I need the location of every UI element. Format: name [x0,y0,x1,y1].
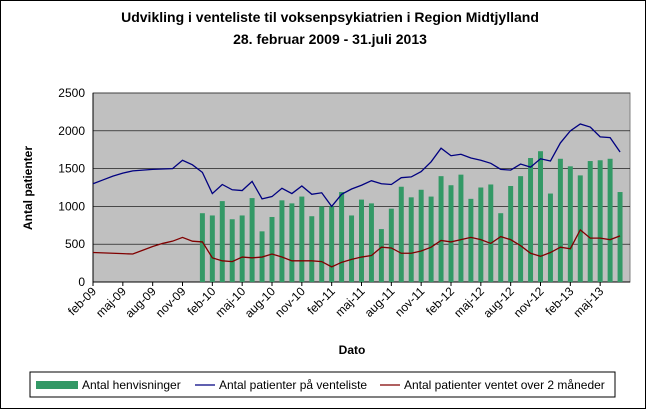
bar [607,158,613,282]
bar [498,213,504,282]
bar [617,192,623,282]
bar [398,186,404,282]
legend [29,371,616,398]
bar [209,215,215,282]
y-axis-title: Antal patienter [21,146,35,230]
y-tick-label: 2000 [58,124,85,138]
bar [408,197,414,282]
x-axis-title: Dato [339,343,366,357]
legend-label: Antal patienter ventet over 2 måneder [404,378,605,392]
bar [339,192,345,282]
y-tick-label: 0 [78,275,85,289]
bar [388,208,394,282]
y-tick-label: 1000 [58,199,85,213]
legend-swatch [36,381,78,389]
bar [567,166,573,282]
bar [329,206,335,282]
bar [349,215,355,282]
bar [289,203,295,282]
bar [219,201,225,282]
bar [518,176,524,282]
bar [587,161,593,282]
bar [478,187,484,282]
bar [577,175,583,282]
bar [309,216,315,282]
y-tick-label: 500 [65,237,85,251]
bar [547,193,553,282]
bar [428,196,434,282]
bar [229,219,235,282]
chart-subtitle: 28. februar 2009 - 31.juli 2013 [233,31,427,47]
bar [508,185,514,282]
bar [458,174,464,282]
bar [279,200,285,282]
legend-label: Antal henvisninger [82,378,181,392]
bar [597,160,603,282]
bar [359,199,364,282]
bar [488,184,494,282]
bar [468,198,474,282]
bar [299,196,305,282]
y-tick-label: 1500 [58,162,85,176]
chart-title: Udvikling i venteliste til voksenpsykiat… [121,9,539,25]
bar [378,229,384,282]
y-tick-label: 2500 [58,86,85,100]
line [92,228,621,268]
bar [319,206,325,282]
bar [418,189,424,282]
bar [249,198,255,282]
bar [538,151,543,282]
bar [199,213,205,282]
bar [368,203,374,282]
bar [448,185,454,282]
bar [528,158,534,282]
line [92,123,621,208]
bar [269,216,275,282]
bar [438,176,444,282]
bar [557,158,563,282]
bar [239,215,245,282]
legend-label: Antal patienter på venteliste [219,378,367,392]
